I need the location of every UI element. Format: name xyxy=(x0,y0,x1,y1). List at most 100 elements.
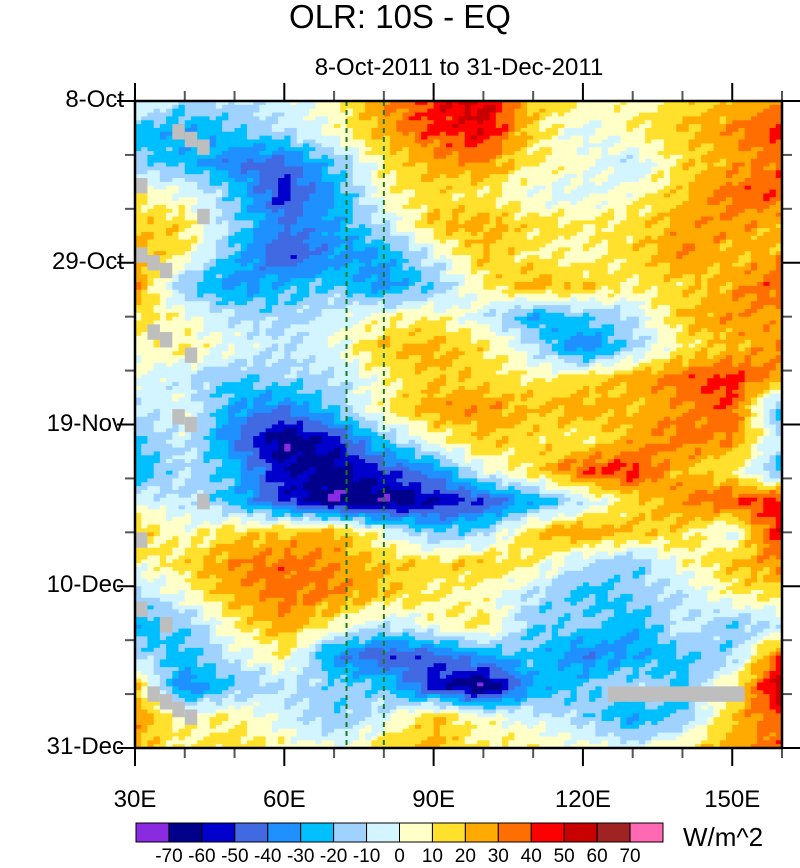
heatmap-cell xyxy=(601,201,609,206)
heatmap-cell xyxy=(358,108,366,114)
heatmap-cell xyxy=(688,154,696,160)
heatmap-cell xyxy=(371,274,379,279)
heatmap-cell xyxy=(135,143,142,148)
heatmap-cell xyxy=(278,258,285,264)
heatmap-cell xyxy=(371,247,379,252)
heatmap-cell xyxy=(726,208,733,214)
heatmap-cell xyxy=(458,104,466,110)
heatmap-cell xyxy=(607,258,615,264)
heatmap-cell xyxy=(477,120,484,125)
heatmap-cell xyxy=(464,104,472,110)
heatmap-cell xyxy=(607,262,615,268)
heatmap-cell xyxy=(315,224,323,229)
heatmap-cell xyxy=(458,274,466,279)
heatmap-cell xyxy=(520,255,528,260)
heatmap-cell xyxy=(278,243,285,248)
heatmap-cell xyxy=(358,124,366,129)
heatmap-cell xyxy=(601,278,609,283)
heatmap-cell xyxy=(271,193,279,198)
heatmap-cell xyxy=(495,151,503,156)
heatmap-cell xyxy=(172,274,180,279)
heatmap-cell xyxy=(495,251,503,256)
heatmap-cell xyxy=(340,208,348,214)
heatmap-cell xyxy=(701,266,708,272)
heatmap-cell xyxy=(744,104,752,110)
heatmap-cell xyxy=(483,235,491,241)
heatmap-cell xyxy=(203,181,211,187)
heatmap-cell xyxy=(589,151,596,156)
heatmap-cell xyxy=(595,204,603,210)
heatmap-cell xyxy=(558,124,565,129)
heatmap-cell xyxy=(302,278,310,283)
heatmap-cell xyxy=(738,216,746,221)
heatmap-cell xyxy=(607,231,615,237)
heatmap-cell xyxy=(402,282,410,287)
heatmap-cell xyxy=(433,274,441,279)
heatmap-cell xyxy=(172,162,180,168)
heatmap-cell xyxy=(495,139,503,144)
heatmap-cell xyxy=(757,178,764,183)
heatmap-cell xyxy=(159,120,167,125)
heatmap-cell xyxy=(495,104,503,110)
heatmap-cell xyxy=(383,247,391,252)
heatmap-cell xyxy=(670,151,677,156)
heatmap-cell xyxy=(514,120,522,125)
heatmap-cell xyxy=(614,166,621,171)
heatmap-cell xyxy=(446,185,453,191)
heatmap-cell xyxy=(371,112,379,117)
heatmap-cell xyxy=(539,201,547,206)
heatmap-cell xyxy=(470,112,478,117)
heatmap-cell xyxy=(726,104,733,110)
heatmap-cell xyxy=(744,108,752,114)
heatmap-cell xyxy=(421,166,428,171)
heatmap-cell xyxy=(726,220,733,225)
heatmap-cell xyxy=(682,174,690,179)
heatmap-cell xyxy=(632,112,640,117)
heatmap-cell xyxy=(676,174,684,179)
heatmap-cell xyxy=(526,243,534,248)
heatmap-cell xyxy=(775,154,783,160)
heatmap-cell xyxy=(638,216,646,221)
heatmap-cell xyxy=(358,255,366,260)
heatmap-cell xyxy=(601,251,609,256)
heatmap-cell xyxy=(726,147,733,152)
heatmap-cell xyxy=(564,189,572,195)
heatmap-cell xyxy=(340,189,348,195)
heatmap-cell xyxy=(520,258,528,264)
heatmap-cell xyxy=(545,270,553,275)
heatmap-cell xyxy=(452,197,460,202)
heatmap-cell xyxy=(607,251,615,256)
heatmap-cell xyxy=(284,212,292,218)
heatmap-cell xyxy=(533,220,540,225)
heatmap-cell xyxy=(564,266,572,272)
heatmap-cell xyxy=(744,174,752,179)
heatmap-cell xyxy=(265,255,273,260)
heatmap-cell xyxy=(334,270,341,275)
heatmap-cell xyxy=(558,266,565,272)
heatmap-cell xyxy=(408,220,416,225)
heatmap-cell xyxy=(570,270,578,275)
heatmap-cell xyxy=(321,170,329,175)
heatmap-cell xyxy=(377,127,385,133)
heatmap-cell xyxy=(452,147,460,152)
heatmap-cell xyxy=(414,151,422,156)
heatmap-cell xyxy=(545,135,553,141)
heatmap-cell xyxy=(719,131,727,137)
heatmap-cell xyxy=(215,197,223,202)
heatmap-cell xyxy=(651,104,659,110)
heatmap-cell xyxy=(489,120,497,125)
heatmap-cell xyxy=(166,104,173,110)
heatmap-cell xyxy=(377,235,385,241)
heatmap-cell xyxy=(427,270,435,275)
heatmap-cell xyxy=(483,101,491,106)
heatmap-cell xyxy=(321,116,329,121)
heatmap-cell xyxy=(371,181,379,187)
heatmap-cell xyxy=(427,170,435,175)
heatmap-cell xyxy=(638,262,646,268)
heatmap-cell xyxy=(595,270,603,275)
heatmap-cell xyxy=(601,158,609,164)
heatmap-cell xyxy=(408,270,416,275)
heatmap-cell xyxy=(477,278,484,283)
heatmap-cell xyxy=(514,274,522,279)
heatmap-cell xyxy=(719,270,727,275)
